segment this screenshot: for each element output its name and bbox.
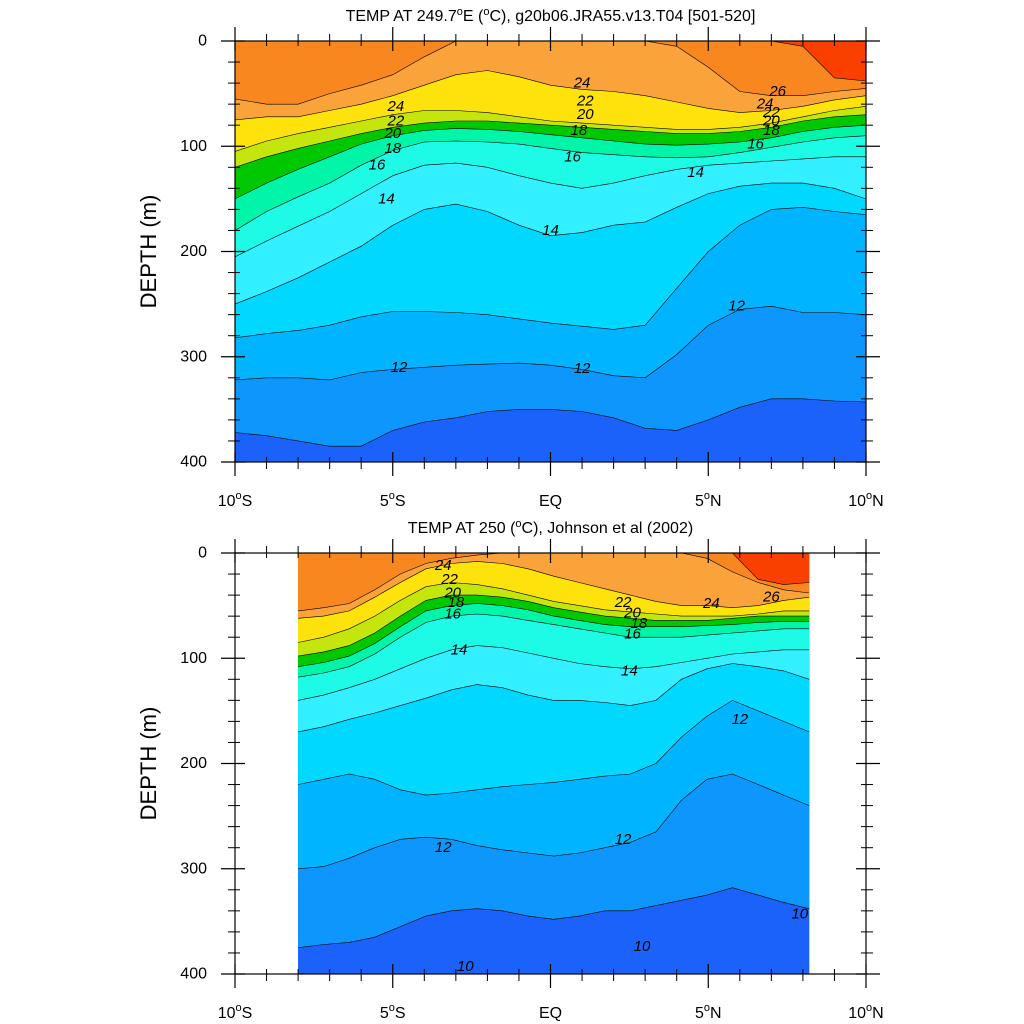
contour-line-18 — [298, 603, 810, 667]
contour-label: 20 — [576, 106, 594, 123]
contour-label: 26 — [768, 83, 786, 100]
x-tick-label: EQ — [539, 493, 562, 510]
contour-label: 20 — [383, 125, 401, 142]
contour-label: 18 — [763, 122, 780, 139]
contour-label: 10 — [457, 958, 474, 975]
x-tick-label: 10oS — [218, 490, 253, 510]
contour-line-14 — [298, 663, 810, 733]
x-tick-label: 5oS — [380, 490, 406, 510]
contour-line-18 — [235, 124, 866, 200]
contour-band-25 — [235, 41, 866, 105]
contour-label: 12 — [615, 831, 632, 848]
contour-line-12 — [235, 305, 866, 381]
contour-line-25 — [235, 41, 866, 105]
contour-line-25 — [298, 553, 810, 612]
contour-label: 22 — [387, 112, 405, 129]
y-tick-label: 400 — [180, 454, 207, 471]
contour-field: 2422201816142422201816141426242220181612… — [235, 41, 866, 462]
y-tick-label: 100 — [180, 650, 207, 667]
y-tick-label: 300 — [180, 860, 207, 877]
contour-label: 18 — [448, 594, 465, 611]
contour-line-16 — [298, 613, 810, 678]
chart-title: TEMP AT 250 (oC), Johnson et al (2002) — [408, 518, 693, 537]
contour-label: 16 — [444, 606, 461, 623]
contour-label: 14 — [687, 164, 704, 181]
contour-line-13 — [298, 700, 810, 796]
contour-label: 22 — [614, 594, 632, 611]
contour-line-24 — [298, 561, 810, 619]
contour-label: 18 — [384, 140, 401, 157]
contour-line-24 — [235, 70, 866, 121]
contour-label: 12 — [574, 360, 591, 377]
contour-label: 22 — [762, 104, 780, 121]
contour-label: 16 — [369, 157, 386, 174]
y-tick-label: 200 — [180, 755, 207, 772]
contour-label: 20 — [762, 112, 780, 129]
contour-line-15 — [235, 156, 866, 258]
contour-line-11 — [298, 887, 810, 948]
contour-label: 24 — [434, 557, 452, 574]
contour-label: 10 — [634, 938, 651, 955]
contour-label: 18 — [630, 615, 647, 632]
contour-label: 22 — [576, 92, 594, 109]
contour-line-13 — [235, 206, 866, 339]
chart-title: TEMP AT 249.7oE (oC), g20b06.JRA55.v13.T… — [346, 6, 756, 25]
y-tick-label: 200 — [180, 243, 207, 260]
contour-label: 24 — [387, 98, 405, 115]
contour-label: 14 — [451, 641, 468, 658]
contour-label: 16 — [624, 626, 641, 643]
contour-label: 14 — [378, 190, 395, 207]
contour-line-22 — [235, 106, 866, 152]
contour-band-26 — [298, 553, 810, 585]
y-tick-label: 400 — [180, 966, 207, 983]
contour-line-16 — [235, 135, 866, 231]
contour-label: 14 — [621, 662, 638, 679]
contour-band-24 — [298, 553, 810, 619]
y-axis-label: DEPTH (m) — [136, 195, 161, 309]
x-tick-label: 5oN — [695, 490, 722, 510]
y-tick-label: 0 — [198, 33, 207, 50]
contour-line-20 — [298, 594, 810, 657]
contour-label: 14 — [542, 222, 559, 239]
y-tick-label: 300 — [180, 348, 207, 365]
x-tick-label: 10oS — [218, 1002, 253, 1022]
contour-label: 26 — [762, 589, 780, 606]
contour-line-11 — [235, 398, 866, 447]
contour-label: 22 — [440, 571, 458, 588]
y-tick-label: 0 — [198, 545, 207, 562]
contour-label: 24 — [573, 75, 591, 92]
contour-label: 12 — [728, 298, 745, 315]
contour-line-22 — [298, 582, 810, 643]
y-axis-label: DEPTH (m) — [136, 707, 161, 821]
x-tick-label: 5oN — [695, 1002, 722, 1022]
contour-label: 24 — [756, 96, 774, 113]
contour-line-12 — [298, 773, 810, 870]
chart-panel-1: 2422201816142422201816141426242220181612… — [136, 6, 884, 510]
x-tick-label: 10oN — [848, 1002, 883, 1022]
contour-label: 20 — [623, 604, 641, 621]
contour-label: 12 — [391, 359, 408, 376]
contour-label: 10 — [791, 906, 808, 923]
contour-label: 12 — [731, 711, 748, 728]
contour-label: 16 — [564, 148, 581, 165]
contour-label: 20 — [443, 584, 461, 601]
contour-label: 18 — [571, 122, 588, 139]
contour-line-15 — [298, 645, 810, 701]
contour-label: 12 — [435, 839, 452, 856]
y-tick-label: 100 — [180, 138, 207, 155]
contour-line-20 — [235, 114, 866, 168]
x-tick-label: EQ — [539, 1005, 562, 1022]
x-tick-label: 5oS — [380, 1002, 406, 1022]
contour-line-14 — [235, 182, 866, 305]
contour-label: 16 — [747, 136, 764, 153]
x-tick-label: 10oN — [848, 490, 883, 510]
contour-label: 24 — [702, 595, 720, 612]
